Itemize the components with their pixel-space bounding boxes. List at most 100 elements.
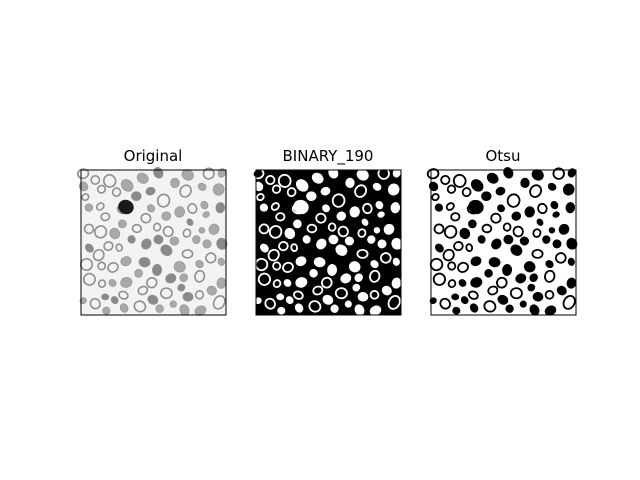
cell <box>316 238 327 250</box>
cell <box>322 294 334 305</box>
cell <box>177 283 186 292</box>
cell <box>344 300 352 308</box>
cell <box>434 203 444 212</box>
cell <box>348 261 361 273</box>
cell <box>258 223 270 235</box>
cell <box>552 211 560 218</box>
cell <box>470 179 484 192</box>
cell <box>160 244 173 256</box>
cell <box>173 261 186 273</box>
cell <box>84 243 94 253</box>
cell <box>468 199 484 215</box>
cell <box>497 294 509 305</box>
cell <box>212 183 225 196</box>
cell <box>331 193 346 208</box>
cell <box>283 279 292 287</box>
panel-binary: BINARY_190 <box>251 147 403 316</box>
cell <box>216 237 228 250</box>
cell <box>268 225 283 239</box>
cell <box>293 219 302 229</box>
cell <box>267 248 280 262</box>
cell <box>212 295 226 310</box>
cell <box>548 227 556 234</box>
cell <box>79 257 94 272</box>
cell <box>487 285 499 296</box>
panel-otsu: Otsu <box>426 147 578 316</box>
cell <box>505 304 514 313</box>
cell <box>497 204 505 213</box>
cell <box>459 227 471 240</box>
cell <box>141 238 152 250</box>
cell <box>369 289 380 300</box>
cell <box>217 168 226 178</box>
cell <box>391 237 403 250</box>
cell <box>194 269 206 283</box>
cell <box>496 276 508 289</box>
cell <box>440 174 451 186</box>
cell <box>470 277 483 288</box>
cell <box>375 200 384 210</box>
cell <box>108 279 117 287</box>
cell <box>294 303 304 313</box>
cell <box>102 174 117 188</box>
cell <box>97 261 107 271</box>
cell <box>302 235 311 244</box>
cell <box>320 186 331 196</box>
cell <box>354 273 363 283</box>
cell <box>169 300 177 308</box>
cell <box>352 283 361 292</box>
cell <box>186 218 194 226</box>
cell <box>544 269 556 283</box>
cell <box>119 303 129 313</box>
cell <box>275 212 286 222</box>
cell <box>380 252 392 264</box>
image-original <box>76 167 228 316</box>
cell <box>336 211 347 221</box>
panel-title-original: Original <box>124 147 183 165</box>
cell <box>89 297 101 310</box>
cell <box>447 279 457 289</box>
cell <box>390 202 401 214</box>
cell <box>162 225 174 238</box>
cell <box>552 239 562 249</box>
cell <box>354 184 368 198</box>
panel-title-binary: BINARY_190 <box>283 147 374 166</box>
cell <box>566 237 578 250</box>
cell <box>503 234 514 245</box>
cell <box>477 235 486 244</box>
cell <box>205 252 217 264</box>
cell <box>82 272 96 286</box>
cell <box>254 297 262 305</box>
cell <box>426 168 440 180</box>
cell <box>131 191 142 202</box>
cell <box>194 290 205 300</box>
cell <box>532 292 544 302</box>
cell <box>136 172 149 184</box>
cell <box>181 249 194 259</box>
cell <box>429 257 444 272</box>
cell <box>555 252 567 264</box>
cell <box>510 244 523 256</box>
cell <box>387 295 401 310</box>
cell <box>179 273 188 283</box>
cell <box>511 211 522 221</box>
cell <box>529 273 538 283</box>
cell <box>293 199 309 215</box>
cell <box>170 177 180 189</box>
cell <box>202 167 215 180</box>
cell <box>295 256 307 267</box>
image-binary <box>251 167 403 316</box>
cell <box>356 248 369 259</box>
cell <box>445 202 455 211</box>
cell <box>306 223 318 234</box>
cell <box>84 203 94 212</box>
cell <box>97 279 107 288</box>
cell <box>100 212 111 222</box>
cell <box>502 222 512 232</box>
cell <box>468 290 479 300</box>
cell <box>486 172 499 184</box>
cell <box>442 248 455 262</box>
cell <box>357 228 367 238</box>
cell <box>527 283 536 292</box>
cell <box>370 260 379 269</box>
